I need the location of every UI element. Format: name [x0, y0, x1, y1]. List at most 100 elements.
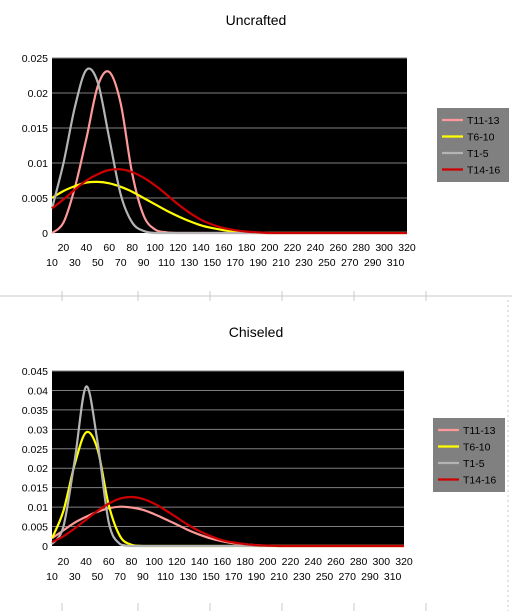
x-tick-label: 250: [316, 571, 334, 583]
x-tick-label: 170: [226, 257, 244, 269]
x-tick-label: 210: [270, 571, 288, 583]
x-tick-label: 160: [214, 556, 232, 568]
x-tick-label: 70: [115, 257, 127, 269]
x-tick-label: 260: [330, 242, 348, 254]
x-tick-label: 130: [181, 257, 199, 269]
x-tick-label: 180: [238, 242, 256, 254]
x-tick-label: 110: [157, 571, 174, 583]
chart-title: Uncrafted: [226, 12, 287, 28]
x-tick-label: 30: [69, 257, 81, 269]
x-tick-label: 170: [225, 571, 243, 583]
x-axis-tick-labels: 20 40 60 80 100 120 140 160 180 200 220 240 260 280 30…: [46, 242, 416, 269]
legend-label: T6-10: [463, 442, 491, 454]
y-tick-label: 0.015: [22, 123, 48, 135]
x-tick-label: 280: [352, 242, 370, 254]
x-tick-label: 230: [295, 257, 313, 269]
y-tick-label: 0.015: [22, 483, 48, 495]
x-tick-label: 300: [373, 556, 391, 568]
y-tick-label: 0.01: [28, 502, 49, 514]
x-tick-label: 40: [80, 556, 92, 568]
legend[interactable]: T11-13 T6-10 T1-5 T14-16: [437, 108, 509, 182]
chart-title: Chiseled: [229, 324, 283, 340]
x-tick-label: 160: [215, 242, 233, 254]
x-tick-label: 100: [146, 242, 164, 254]
x-tick-label: 220: [282, 556, 300, 568]
x-tick-label: 120: [168, 556, 186, 568]
y-tick-label: 0.01: [28, 158, 49, 170]
x-tick-label: 240: [304, 556, 322, 568]
y-axis-tick-labels: 0 0.005 0.01 0.015 0.02 0.025: [22, 53, 48, 240]
x-tick-label: 200: [259, 556, 277, 568]
y-tick-label: 0.025: [22, 444, 48, 456]
chart-chiseled[interactable]: Chiseled 0 0.005 0.01 0.015 0.02 0.025 0.03 0.0…: [22, 324, 505, 583]
x-tick-label: 300: [375, 242, 393, 254]
x-tick-label: 320: [395, 556, 413, 568]
x-tick-label: 80: [126, 556, 138, 568]
legend-label: T14-16: [463, 475, 496, 487]
x-tick-label: 270: [341, 257, 359, 269]
x-tick-label: 140: [192, 242, 210, 254]
y-tick-label: 0.02: [28, 463, 49, 475]
series-line-t14-16[interactable]: [51, 495, 404, 548]
x-tick-label: 290: [364, 257, 382, 269]
legend-label: T11-13: [463, 425, 496, 437]
y-tick-label: 0.025: [22, 53, 48, 65]
sheet-gridlines: [0, 291, 512, 611]
y-tick-label: 0.03: [28, 424, 49, 436]
plot-area: [52, 371, 404, 546]
x-tick-label: 150: [202, 571, 220, 583]
x-tick-label: 270: [338, 571, 356, 583]
y-tick-label: 0.045: [22, 366, 48, 378]
x-tick-label: 240: [307, 242, 325, 254]
x-tick-label: 20: [58, 556, 70, 568]
x-tick-label: 80: [126, 242, 138, 254]
gridlines: [52, 57, 407, 199]
x-tick-label: 90: [137, 571, 149, 583]
x-tick-label: 10: [46, 257, 58, 269]
legend-label: T1-5: [463, 458, 485, 470]
legend[interactable]: T11-13 T6-10 T1-5 T14-16: [433, 418, 505, 492]
x-tick-label: 280: [350, 556, 368, 568]
x-tick-label: 40: [81, 242, 93, 254]
x-tick-label: 30: [69, 571, 81, 583]
y-axis-tick-labels: 0 0.005 0.01 0.015 0.02 0.025 0.03 0.035 0.04 0.0…: [22, 366, 48, 553]
series-lines: [50, 67, 407, 235]
series-line-t14-16[interactable]: [51, 168, 407, 235]
y-tick-label: 0: [42, 541, 48, 553]
x-tick-label: 180: [236, 556, 254, 568]
x-tick-label: 140: [191, 556, 209, 568]
y-tick-label: 0.005: [22, 193, 48, 205]
legend-label: T14-16: [467, 165, 500, 177]
y-tick-label: 0.035: [22, 405, 48, 417]
x-tick-label: 230: [293, 571, 311, 583]
y-tick-label: 0: [42, 228, 48, 240]
x-tick-label: 60: [103, 556, 115, 568]
gridlines: [52, 370, 404, 528]
x-tick-label: 60: [103, 242, 115, 254]
series-lines: [50, 385, 404, 548]
legend-label: T1-5: [467, 148, 489, 160]
x-tick-label: 290: [361, 571, 379, 583]
x-tick-label: 310: [384, 571, 402, 583]
y-tick-label: 0.04: [28, 385, 49, 397]
x-tick-label: 120: [169, 242, 187, 254]
x-tick-label: 310: [387, 257, 405, 269]
x-tick-label: 210: [272, 257, 290, 269]
x-tick-label: 70: [114, 571, 126, 583]
x-tick-label: 150: [204, 257, 222, 269]
x-tick-label: 50: [92, 571, 104, 583]
x-tick-label: 250: [318, 257, 336, 269]
y-tick-label: 0.005: [22, 522, 48, 534]
x-tick-label: 90: [138, 257, 150, 269]
x-tick-label: 320: [398, 242, 416, 254]
x-tick-label: 100: [145, 556, 163, 568]
x-tick-label: 260: [327, 556, 345, 568]
x-tick-label: 20: [58, 242, 70, 254]
x-tick-label: 220: [284, 242, 302, 254]
x-tick-label: 200: [261, 242, 279, 254]
y-tick-label: 0.02: [28, 88, 49, 100]
chart-uncrafted[interactable]: Uncrafted 0 0.005 0.01 0.015 0.02 0.025 20 40 6…: [22, 12, 509, 269]
plot-area: [52, 58, 407, 233]
x-tick-label: 10: [46, 571, 58, 583]
